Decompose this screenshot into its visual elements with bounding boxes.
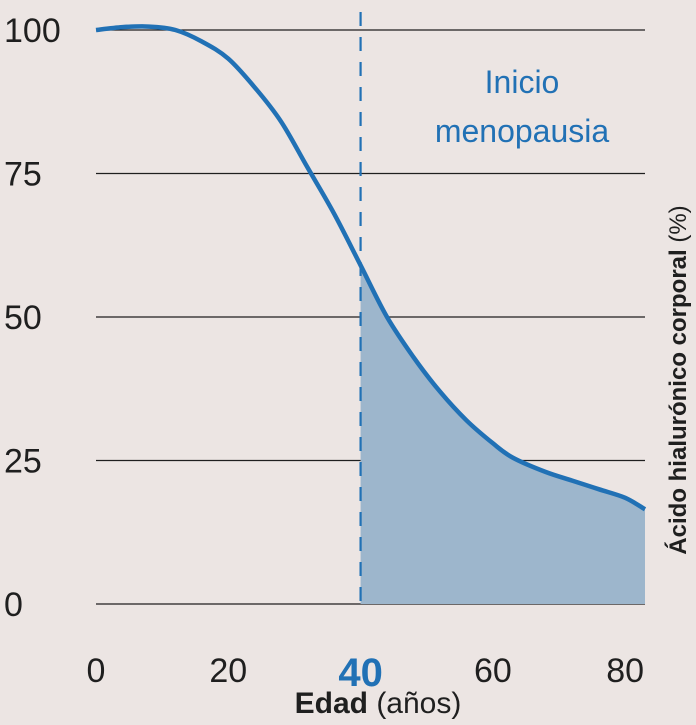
y-tick-labels: 0 25 50 75 100 — [4, 12, 61, 624]
hyaluronic-acid-curve — [95, 24, 647, 512]
x-tick-label-60: 60 — [474, 652, 512, 690]
annotation-line-1: Inicio — [485, 64, 560, 100]
x-tick-label-40: 40 — [338, 651, 383, 695]
x-axis-label-bold: Edad — [295, 687, 368, 720]
y-tick-label-75: 75 — [4, 156, 42, 194]
y-tick-label-100: 100 — [4, 12, 61, 50]
y-axis-label-rest: (%) — [665, 205, 692, 249]
shaded-area-after-40 — [360, 265, 645, 604]
y-axis-label-bold: Ácido hialurónico corporal — [664, 249, 692, 554]
y-axis-label: Ácido hialurónico corporal (%) — [664, 205, 692, 554]
y-tick-label-0: 0 — [4, 586, 23, 624]
x-tick-label-80: 80 — [606, 652, 644, 690]
y-tick-label-25: 25 — [4, 443, 42, 481]
y-tick-label-50: 50 — [4, 299, 42, 337]
x-tick-label-0: 0 — [87, 652, 106, 690]
x-axis-label: Edad (años) — [295, 687, 462, 720]
annotation-line-2: menopausia — [435, 113, 610, 149]
x-axis-label-rest: (años) — [368, 687, 461, 720]
x-tick-labels: 0 20 40 60 80 — [87, 651, 645, 695]
x-tick-label-20: 20 — [209, 652, 247, 690]
